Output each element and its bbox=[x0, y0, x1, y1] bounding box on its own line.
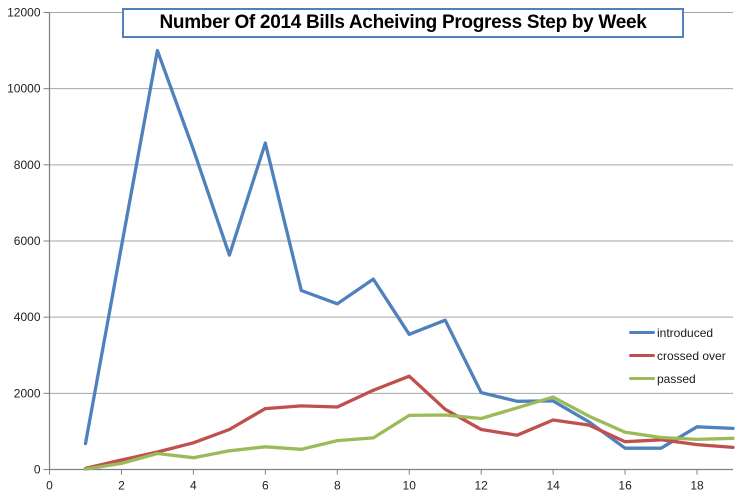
x-axis-label: 0 bbox=[46, 479, 53, 493]
legend-item-passed: passed bbox=[629, 367, 726, 390]
legend-item-crossed-over: crossed over bbox=[629, 344, 726, 367]
chart-title: Number Of 2014 Bills Acheiving Progress … bbox=[159, 12, 647, 33]
x-axis-label: 2 bbox=[118, 479, 125, 493]
y-axis-label: 8000 bbox=[14, 158, 41, 172]
y-axis-label: 6000 bbox=[14, 234, 41, 248]
legend-label-introduced: introduced bbox=[657, 325, 714, 340]
y-axis-label: 10000 bbox=[7, 82, 41, 96]
x-axis-label: 4 bbox=[190, 479, 197, 493]
series-line-passed bbox=[83, 395, 735, 471]
x-axis-label: 6 bbox=[262, 479, 269, 493]
x-axis-label: 16 bbox=[618, 479, 632, 493]
legend-swatch-crossed-over-icon bbox=[629, 353, 655, 358]
x-axis-label: 12 bbox=[475, 479, 489, 493]
series-line-crossed-over bbox=[83, 374, 735, 471]
legend-label-passed: passed bbox=[657, 371, 696, 386]
y-axis-label: 4000 bbox=[14, 310, 41, 324]
x-axis-label: 10 bbox=[403, 479, 417, 493]
x-axis-label: 18 bbox=[690, 479, 704, 493]
x-axis-label: 8 bbox=[334, 479, 341, 493]
y-axis-label: 12000 bbox=[7, 6, 41, 20]
legend-swatch-introduced-icon bbox=[629, 330, 655, 335]
y-axis-label: 0 bbox=[34, 463, 41, 477]
y-axis-label: 2000 bbox=[14, 386, 41, 400]
chart-title-box: Number Of 2014 Bills Acheiving Progress … bbox=[122, 8, 684, 38]
x-axis-label: 14 bbox=[546, 479, 560, 493]
legend-label-crossed-over: crossed over bbox=[657, 348, 726, 363]
legend-swatch-passed-icon bbox=[629, 376, 655, 381]
legend-item-introduced: introduced bbox=[629, 321, 726, 344]
series-line-introduced bbox=[83, 48, 735, 450]
legend: introduced crossed over passed bbox=[629, 321, 726, 390]
